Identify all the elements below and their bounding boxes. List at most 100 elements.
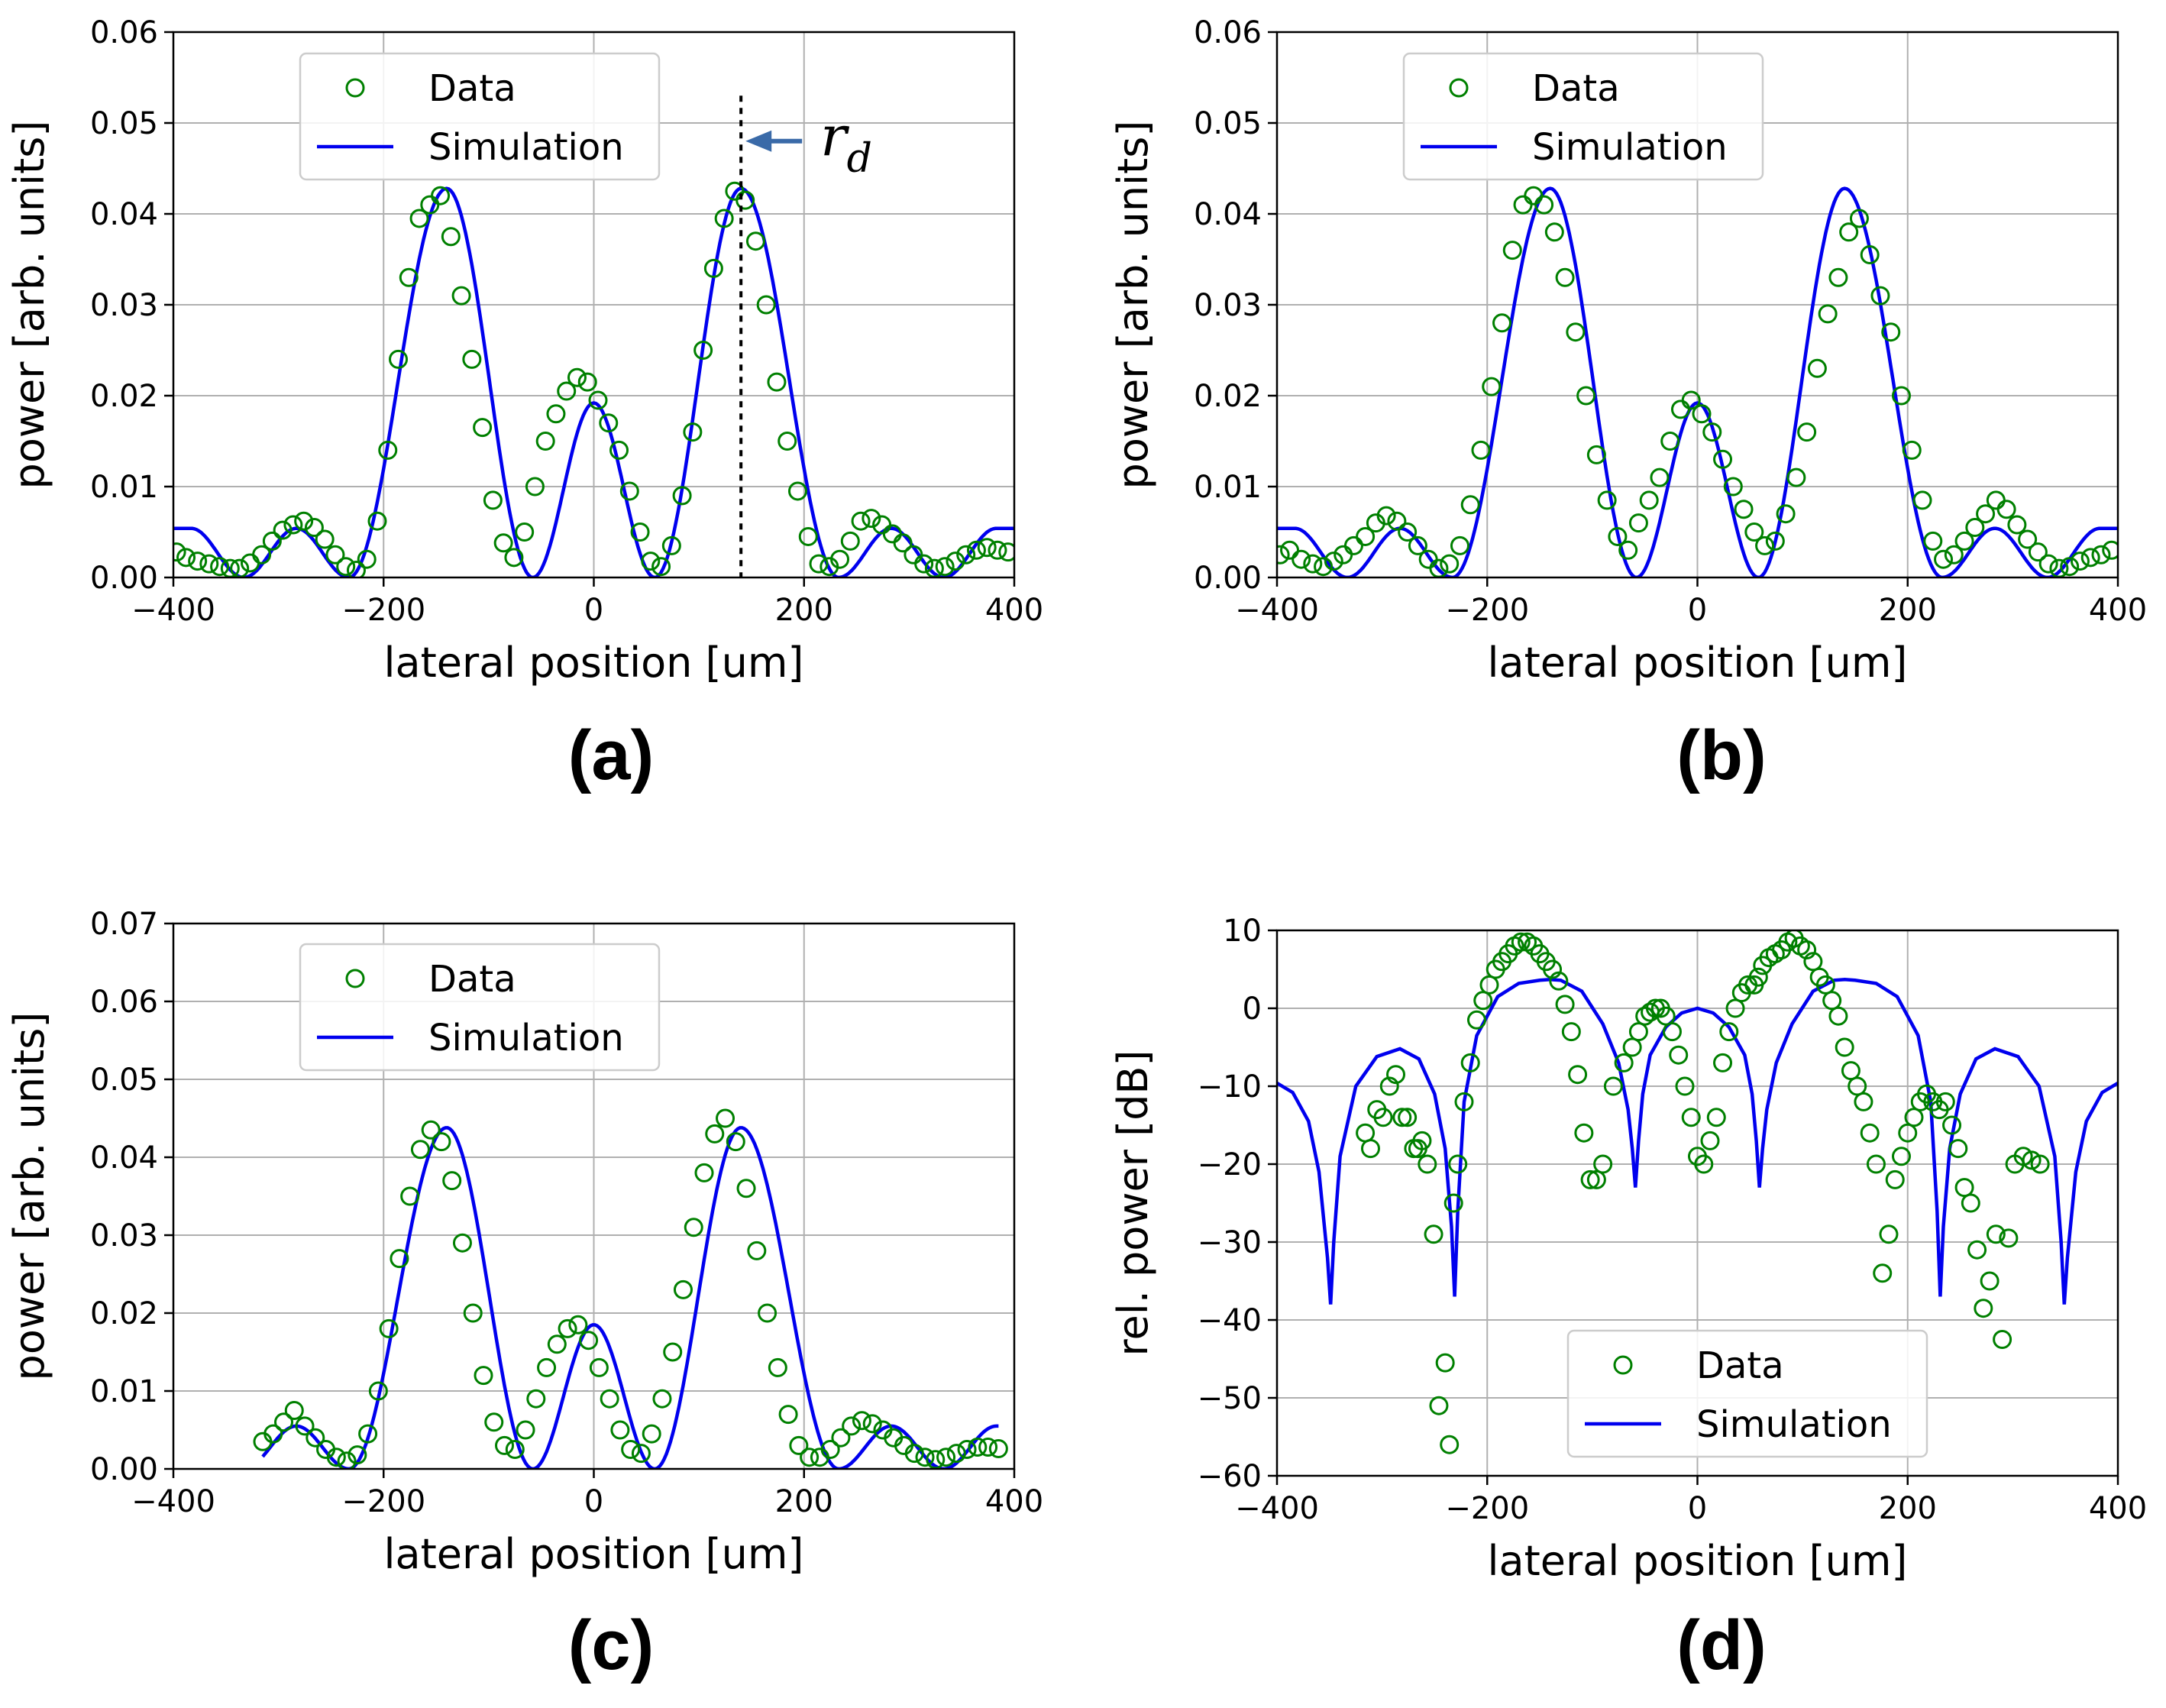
y-tick-label: 0.04: [90, 1140, 158, 1176]
data-point: [1803, 952, 1823, 972]
data-point: [767, 372, 787, 392]
data-point: [546, 404, 566, 424]
data-point: [1835, 1037, 1854, 1057]
data-point: [1412, 1131, 1432, 1150]
data-point: [1561, 1022, 1581, 1042]
data-point: [263, 1424, 283, 1444]
x-tick-label: −200: [341, 1484, 425, 1519]
legend-data-marker: [345, 78, 365, 98]
data-point: [915, 1448, 935, 1467]
data-point: [1786, 467, 1806, 487]
data-point: [483, 490, 503, 510]
data-point: [966, 540, 986, 560]
data-point: [326, 1448, 346, 1467]
data-point: [1828, 267, 1848, 287]
data-point: [1965, 518, 1985, 538]
y-tick-label: 0.02: [1194, 379, 1262, 414]
data-point: [2082, 0, 2099, 8]
panel-caption: (c): [568, 1606, 654, 1684]
x-tick-label: −400: [131, 593, 215, 628]
data-point: [1593, 1154, 1613, 1174]
data-point: [462, 349, 482, 369]
data-point: [420, 195, 440, 215]
panel-b: −400 −200 0 200 400 0.00 0.01 0.02 0.03 0.04 0.05 0…: [1109, 15, 2147, 794]
data-point: [589, 1357, 609, 1377]
y-tick-label: −20: [1198, 1147, 1262, 1182]
data-point: [600, 1389, 619, 1409]
simulation-line: [1277, 978, 2118, 1305]
data-markers: [173, 181, 1014, 577]
data-point: [346, 560, 366, 577]
data-markers: [1277, 186, 2118, 577]
data-point: [409, 209, 429, 228]
y-tick-label: 0: [1243, 991, 1262, 1027]
data-point: [400, 1186, 420, 1206]
data-point: [1974, 1299, 1993, 1318]
data-point: [1466, 1010, 1486, 1030]
data-point: [1692, 404, 1712, 424]
data-point: [2080, 548, 2100, 568]
data-point: [274, 1412, 294, 1432]
data-point: [1543, 959, 1563, 979]
y-tick-label: 0.04: [90, 197, 158, 232]
data-point: [504, 548, 524, 568]
data-point: [535, 432, 555, 451]
data-point: [1314, 557, 1334, 577]
data-point: [1818, 304, 1838, 324]
data-point: [379, 1318, 399, 1338]
data-point: [1373, 1108, 1393, 1127]
y-tick-label: 0.03: [90, 1218, 158, 1254]
data-point: [1424, 1224, 1443, 1244]
data-point: [1360, 1139, 1380, 1159]
data-point: [852, 1411, 871, 1431]
data-point: [946, 1444, 966, 1464]
data-point: [1999, 1228, 2019, 1248]
data-point: [1866, 1154, 1886, 1174]
data-point: [735, 190, 755, 210]
data-point: [1948, 1139, 1968, 1159]
data-point: [651, 557, 671, 577]
data-point: [262, 531, 282, 551]
data-point: [621, 1440, 641, 1459]
data-point: [2030, 1154, 2050, 1174]
data-point: [2076, 0, 2093, 8]
data-point: [809, 554, 829, 574]
legend-data-label: Data: [1696, 1344, 1784, 1387]
y-tick-label: 0.06: [1194, 15, 1262, 50]
data-point: [778, 1405, 798, 1425]
data-markers: [253, 1108, 1008, 1469]
data-point: [240, 553, 260, 573]
data-point: [1706, 1108, 1726, 1127]
x-tick-label: 200: [1879, 593, 1937, 628]
data-point: [1967, 1240, 1987, 1260]
data-point: [758, 1303, 777, 1323]
x-tick-label: −200: [1445, 1491, 1529, 1526]
data-point: [1482, 377, 1502, 396]
data-point: [705, 1124, 725, 1144]
data-point: [537, 1357, 557, 1377]
data-point: [2091, 545, 2111, 564]
data-point: [1669, 1045, 1689, 1065]
data-point: [1622, 1037, 1642, 1057]
data-markers: [1356, 0, 2099, 1454]
data-point: [693, 341, 713, 360]
x-tick-label: −200: [341, 593, 425, 628]
data-point: [1694, 1154, 1714, 1174]
data-point: [1860, 245, 1880, 265]
data-point: [1454, 1092, 1474, 1111]
data-point: [840, 531, 860, 551]
data-point: [1443, 1193, 1463, 1213]
data-point: [188, 552, 208, 571]
data-point: [820, 1440, 840, 1459]
data-point: [619, 481, 639, 501]
data-point: [2038, 554, 2058, 574]
y-tick-label: 0.01: [90, 470, 158, 505]
data-point: [642, 1424, 661, 1444]
data-point: [1574, 1123, 1594, 1143]
data-point: [173, 542, 186, 562]
data-point: [304, 518, 324, 538]
x-tick-label: 400: [985, 1484, 1043, 1519]
rd-label-main: r: [820, 104, 849, 168]
data-point: [716, 1108, 735, 1128]
y-tick-label: 0.03: [90, 288, 158, 323]
